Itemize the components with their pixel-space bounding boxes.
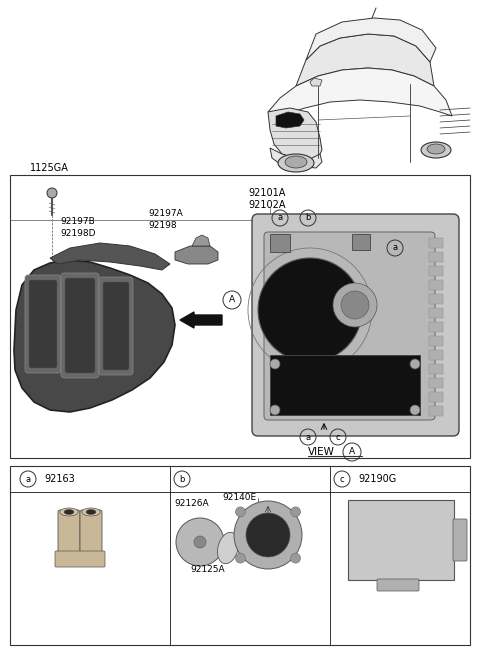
FancyBboxPatch shape xyxy=(25,275,61,373)
FancyBboxPatch shape xyxy=(429,322,443,332)
Polygon shape xyxy=(50,243,170,270)
Ellipse shape xyxy=(64,510,74,514)
Circle shape xyxy=(234,501,302,569)
Text: a: a xyxy=(277,213,283,222)
Circle shape xyxy=(246,513,290,557)
FancyBboxPatch shape xyxy=(429,336,443,346)
Text: 92101A: 92101A xyxy=(248,188,286,198)
FancyBboxPatch shape xyxy=(270,355,420,415)
Text: 92198: 92198 xyxy=(148,220,177,230)
FancyBboxPatch shape xyxy=(352,234,370,250)
Ellipse shape xyxy=(278,154,314,172)
Polygon shape xyxy=(276,112,304,128)
FancyBboxPatch shape xyxy=(429,406,443,416)
Text: 92125A: 92125A xyxy=(190,565,225,575)
Ellipse shape xyxy=(86,510,96,514)
Circle shape xyxy=(47,188,57,198)
Circle shape xyxy=(410,405,420,415)
Text: c: c xyxy=(340,474,344,483)
Circle shape xyxy=(258,258,362,362)
Text: a: a xyxy=(305,432,311,441)
Ellipse shape xyxy=(285,156,307,168)
Text: 92197B: 92197B xyxy=(60,218,95,226)
Circle shape xyxy=(235,507,245,517)
Ellipse shape xyxy=(60,508,78,516)
Text: A: A xyxy=(349,447,355,457)
Text: 92197A: 92197A xyxy=(148,209,183,218)
Text: c: c xyxy=(336,432,340,441)
Circle shape xyxy=(270,359,280,369)
FancyBboxPatch shape xyxy=(99,277,133,375)
FancyBboxPatch shape xyxy=(10,466,470,645)
FancyBboxPatch shape xyxy=(429,392,443,402)
FancyBboxPatch shape xyxy=(453,519,467,561)
FancyBboxPatch shape xyxy=(429,280,443,290)
Text: A: A xyxy=(229,295,235,304)
FancyBboxPatch shape xyxy=(270,234,290,252)
Polygon shape xyxy=(14,260,175,412)
FancyArrow shape xyxy=(180,312,222,328)
FancyBboxPatch shape xyxy=(429,238,443,248)
FancyBboxPatch shape xyxy=(103,282,129,370)
Text: 92102A: 92102A xyxy=(248,200,286,210)
Circle shape xyxy=(290,507,300,517)
FancyBboxPatch shape xyxy=(429,266,443,276)
FancyBboxPatch shape xyxy=(429,308,443,318)
FancyBboxPatch shape xyxy=(10,175,470,458)
Polygon shape xyxy=(306,18,436,62)
Circle shape xyxy=(176,518,224,566)
Polygon shape xyxy=(296,34,434,86)
Circle shape xyxy=(290,553,300,563)
FancyBboxPatch shape xyxy=(252,214,459,436)
Polygon shape xyxy=(268,108,322,160)
Text: a: a xyxy=(25,474,31,483)
Polygon shape xyxy=(310,78,322,86)
Polygon shape xyxy=(268,68,452,116)
Text: 92198D: 92198D xyxy=(60,228,96,237)
Text: VIEW: VIEW xyxy=(308,447,335,457)
Ellipse shape xyxy=(421,142,451,158)
FancyBboxPatch shape xyxy=(348,500,454,580)
FancyBboxPatch shape xyxy=(58,510,80,554)
FancyBboxPatch shape xyxy=(429,350,443,360)
FancyBboxPatch shape xyxy=(429,364,443,374)
FancyBboxPatch shape xyxy=(429,378,443,388)
FancyBboxPatch shape xyxy=(429,252,443,262)
Text: b: b xyxy=(180,474,185,483)
FancyBboxPatch shape xyxy=(264,232,435,420)
Circle shape xyxy=(270,405,280,415)
Ellipse shape xyxy=(217,532,239,564)
FancyBboxPatch shape xyxy=(65,278,95,373)
Text: 92140E: 92140E xyxy=(222,493,256,502)
FancyBboxPatch shape xyxy=(61,273,99,378)
Text: 92163: 92163 xyxy=(44,474,75,484)
FancyBboxPatch shape xyxy=(29,280,57,368)
Circle shape xyxy=(194,536,206,548)
FancyBboxPatch shape xyxy=(55,551,105,567)
Text: a: a xyxy=(393,243,397,253)
Text: b: b xyxy=(305,213,311,222)
Ellipse shape xyxy=(82,508,100,516)
FancyBboxPatch shape xyxy=(377,579,419,591)
Circle shape xyxy=(341,291,369,319)
Circle shape xyxy=(410,359,420,369)
FancyBboxPatch shape xyxy=(80,510,102,554)
Circle shape xyxy=(235,553,245,563)
Text: 1125GA: 1125GA xyxy=(30,163,69,173)
Polygon shape xyxy=(192,235,210,246)
Ellipse shape xyxy=(427,144,445,154)
Text: 92190G: 92190G xyxy=(358,474,396,484)
Circle shape xyxy=(333,283,377,327)
Polygon shape xyxy=(175,246,218,264)
FancyBboxPatch shape xyxy=(429,294,443,304)
Polygon shape xyxy=(270,148,322,168)
Text: 92126A: 92126A xyxy=(174,499,209,508)
